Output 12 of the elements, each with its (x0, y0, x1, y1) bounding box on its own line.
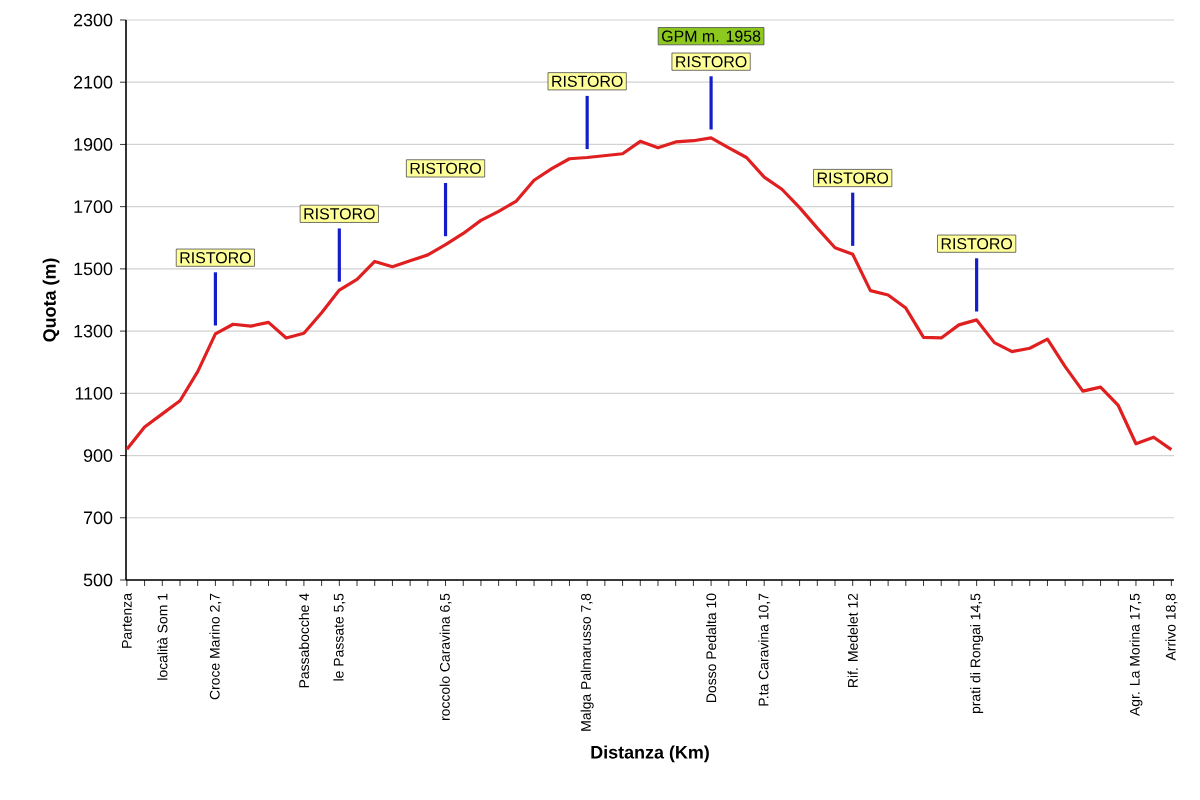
y-tick-label: 700 (83, 511, 113, 525)
y-tick-label: 1300 (74, 324, 113, 338)
y-axis-title: Quota (m) (42, 258, 60, 342)
y-tick-label: 2100 (73, 75, 113, 89)
y-tick-label: 500 (83, 573, 113, 587)
y-tick-label: 1700 (74, 200, 113, 214)
y-tick-label: 1500 (74, 262, 113, 276)
y-tick-label: 2300 (73, 13, 113, 27)
y-tick-label: 900 (83, 449, 113, 462)
x-axis-title: Distanza (Km) (591, 745, 709, 763)
y-tick-label: 1100 (75, 386, 113, 400)
y-tick-label: 1900 (74, 138, 113, 151)
